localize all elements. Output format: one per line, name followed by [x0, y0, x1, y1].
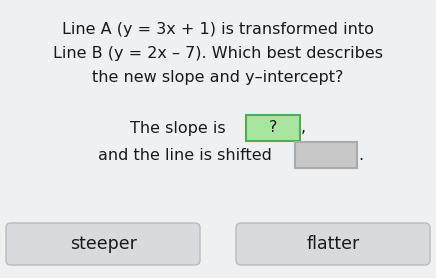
- Text: steeper: steeper: [70, 235, 136, 253]
- Text: The slope is: The slope is: [130, 120, 231, 135]
- Text: and the line is shifted: and the line is shifted: [98, 148, 277, 163]
- FancyBboxPatch shape: [6, 223, 200, 265]
- Text: flatter: flatter: [307, 235, 360, 253]
- FancyBboxPatch shape: [236, 223, 430, 265]
- Text: .: .: [358, 148, 363, 163]
- FancyBboxPatch shape: [295, 142, 357, 168]
- Text: Line A (y = 3x + 1) is transformed into: Line A (y = 3x + 1) is transformed into: [62, 22, 374, 37]
- Text: Line B (y = 2x – 7). Which best describes: Line B (y = 2x – 7). Which best describe…: [53, 46, 383, 61]
- Text: the new slope and y–intercept?: the new slope and y–intercept?: [92, 70, 344, 85]
- FancyBboxPatch shape: [246, 115, 300, 141]
- Text: ,: ,: [301, 120, 306, 135]
- Text: ?: ?: [269, 120, 277, 135]
